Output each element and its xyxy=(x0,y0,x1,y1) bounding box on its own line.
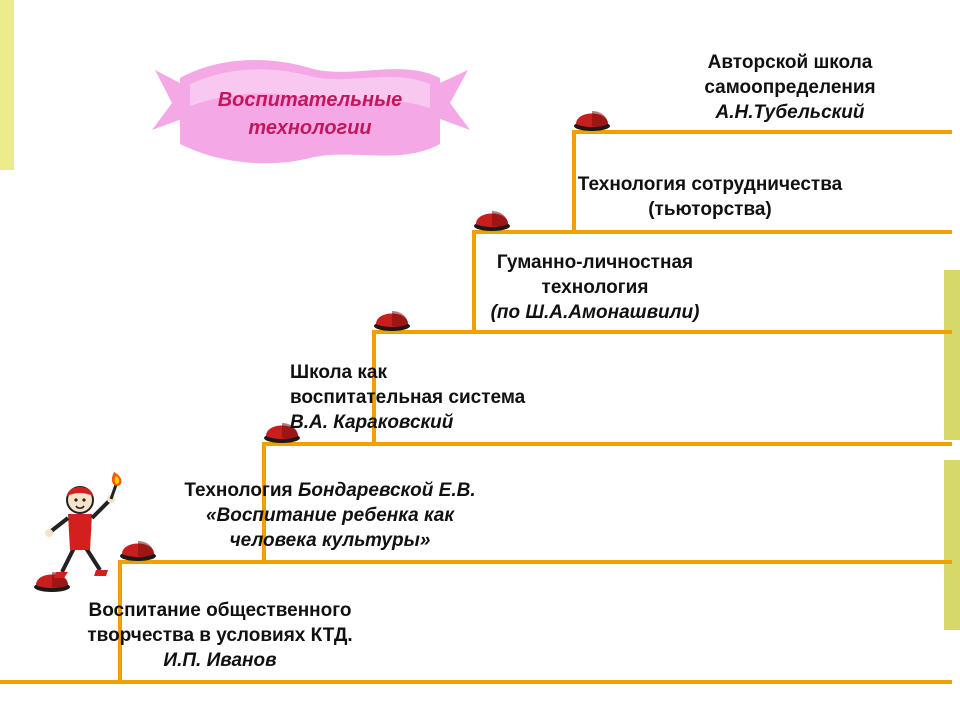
title-line2: технологии xyxy=(248,117,371,139)
cap-icon xyxy=(570,104,614,132)
step-line-1 xyxy=(472,230,952,234)
step-label-5: Воспитание общественноготворчества в усл… xyxy=(30,598,410,673)
side-accent-1 xyxy=(944,460,960,630)
step-line-4 xyxy=(118,560,952,564)
title-line1: Воспитательные xyxy=(218,89,403,111)
step-line-0 xyxy=(572,130,952,134)
step-line-5 xyxy=(0,680,952,684)
step-line-2 xyxy=(372,330,952,334)
step-label-4: Технология Бондаревской Е.В.«Воспитание … xyxy=(170,478,490,553)
title-banner: Воспитательные технологии xyxy=(150,48,470,178)
side-accent-0 xyxy=(944,270,960,440)
cap-icon xyxy=(370,304,414,332)
climber-icon xyxy=(40,470,130,580)
step-label-1: Технология сотрудничества(тьюторства) xyxy=(530,172,890,222)
step-label-0: Авторской школасамоопределенияА.Н.Тубель… xyxy=(660,50,920,125)
step-line-3 xyxy=(262,442,952,446)
step-label-3: Школа каквоспитательная системаВ.А. Кара… xyxy=(290,360,630,435)
diagram-stage: Воспитательные технологии Авторской школас… xyxy=(0,0,960,720)
step-label-2: Гуманно-личностнаятехнология(по Ш.А.Амон… xyxy=(420,250,770,325)
cap-icon xyxy=(470,204,514,232)
side-accent-2 xyxy=(0,0,14,170)
